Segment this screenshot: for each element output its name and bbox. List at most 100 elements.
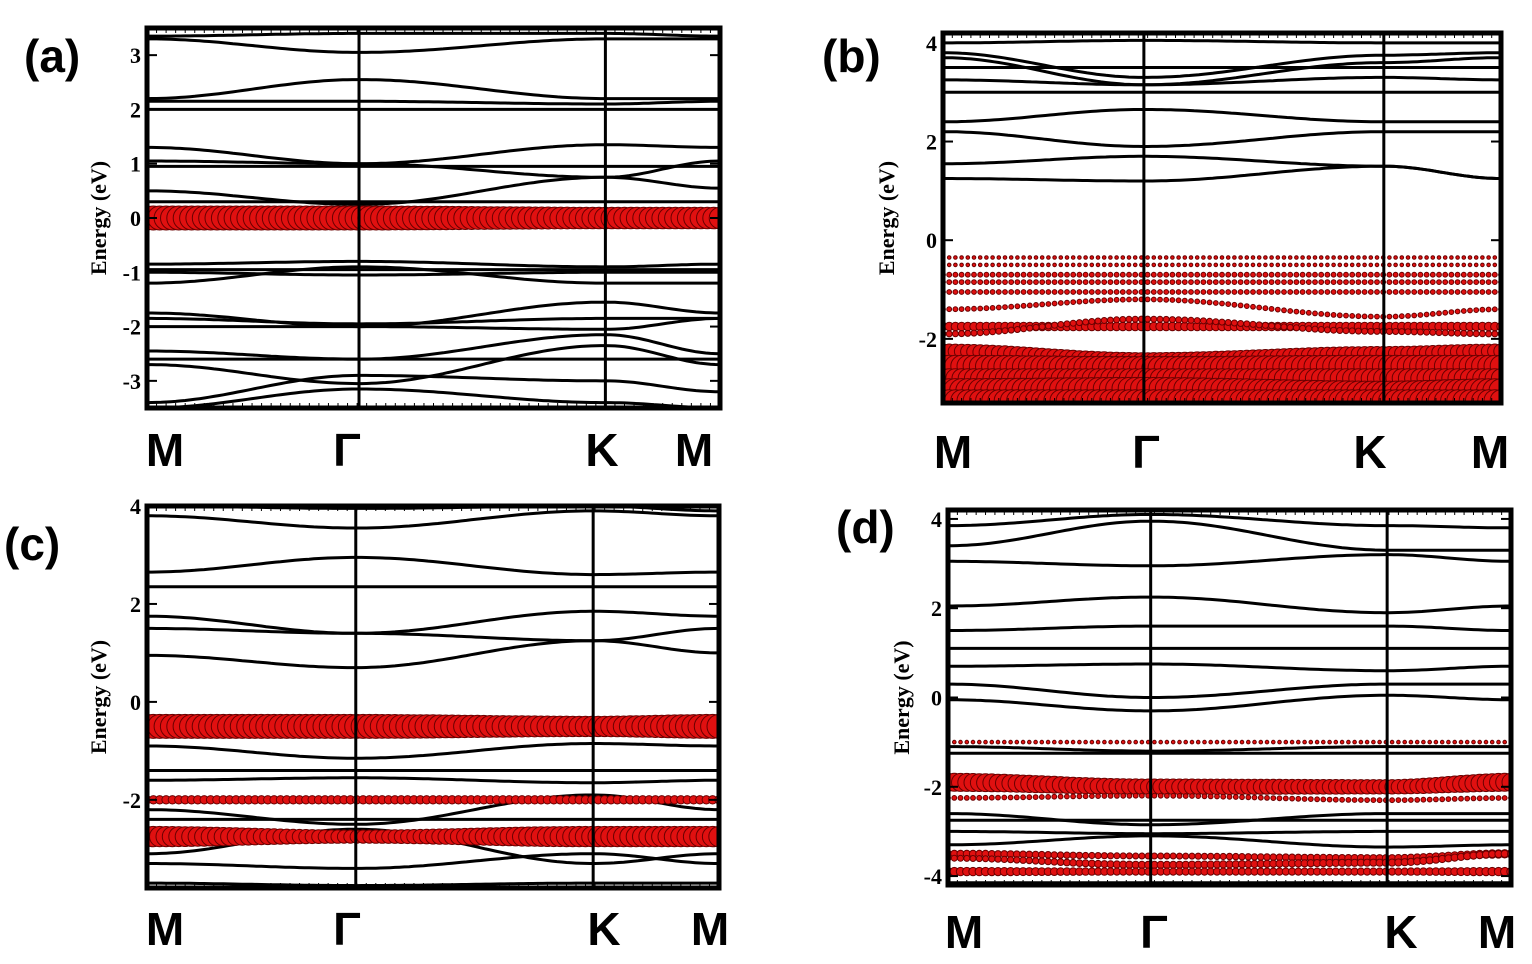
- k-point-label: Γ: [333, 903, 361, 955]
- weight-marker: [1467, 262, 1473, 268]
- weight-marker: [1101, 271, 1108, 278]
- weight-marker: [1231, 271, 1238, 278]
- weight-marker: [1308, 739, 1314, 745]
- weight-marker: [977, 255, 983, 260]
- k-point-label: Γ: [1132, 426, 1160, 478]
- weight-marker: [1225, 279, 1232, 286]
- y-tick-label: -2: [924, 775, 942, 800]
- weight-marker: [1025, 856, 1034, 865]
- weight-marker: [1064, 793, 1070, 800]
- weight-marker: [952, 271, 959, 278]
- weight-marker: [1132, 852, 1140, 860]
- y-tick-label: 2: [926, 130, 937, 155]
- weight-marker: [1076, 298, 1083, 305]
- weight-marker: [1052, 739, 1057, 745]
- weight-marker: [1032, 323, 1040, 331]
- weight-marker: [1175, 297, 1182, 304]
- weight-marker: [1261, 321, 1269, 329]
- weight-marker: [1405, 271, 1411, 278]
- weight-marker: [1405, 279, 1411, 286]
- weight-marker: [1277, 739, 1282, 745]
- weight-marker: [1144, 271, 1151, 278]
- weight-marker: [1262, 289, 1269, 295]
- weight-marker: [1201, 793, 1208, 800]
- weight-marker: [1162, 315, 1170, 323]
- band-line: [943, 130, 1501, 148]
- band-panel: -2 0 2 4 Energy (eV) (b) M Γ K M: [822, 30, 1509, 478]
- weight-marker: [1467, 307, 1473, 314]
- band-panel: -4 -2 0 2 4 Energy (eV) (d) M Γ K M: [836, 501, 1516, 958]
- weight-marker: [1483, 739, 1489, 745]
- weight-marker: [1163, 255, 1169, 260]
- weighted-band: [943, 315, 1501, 338]
- weight-marker: [971, 262, 977, 268]
- band-line: [147, 259, 720, 269]
- weighted-band: [948, 792, 1511, 804]
- weight-marker: [1392, 313, 1399, 320]
- weight-marker: [1305, 289, 1312, 295]
- weight-marker: [1287, 271, 1294, 278]
- weight-marker: [1083, 255, 1088, 260]
- weight-marker: [1307, 796, 1314, 802]
- weight-marker: [1467, 271, 1473, 278]
- weight-marker: [1367, 313, 1374, 320]
- weight-marker: [1327, 739, 1332, 745]
- weight-marker: [1200, 852, 1209, 860]
- weight-marker: [1337, 262, 1343, 268]
- weight-marker: [1269, 853, 1278, 862]
- weight-marker: [1052, 255, 1057, 260]
- weight-marker: [1045, 739, 1051, 745]
- weight-marker: [1289, 795, 1295, 802]
- weight-marker: [1187, 316, 1195, 324]
- weight-marker: [1202, 739, 1207, 745]
- weight-marker: [1038, 794, 1045, 800]
- weight-marker: [982, 855, 989, 863]
- weight-marker: [1257, 853, 1265, 861]
- weight-marker: [1237, 289, 1244, 295]
- band-line: [147, 509, 719, 530]
- weight-marker: [977, 305, 984, 312]
- weight-marker: [1057, 321, 1065, 328]
- weight-marker: [1249, 320, 1257, 328]
- weight-marker: [1014, 271, 1021, 278]
- weight-marker: [1031, 850, 1040, 859]
- plot-area: [147, 506, 719, 888]
- weight-marker: [1088, 851, 1096, 860]
- weight-marker: [1225, 852, 1234, 861]
- weight-marker: [1492, 262, 1498, 268]
- weight-marker: [1069, 858, 1077, 867]
- weight-marker: [995, 289, 1002, 295]
- weight-marker: [946, 262, 952, 268]
- weight-marker: [1305, 309, 1312, 316]
- weight-marker: [983, 289, 990, 295]
- weight-marker: [1442, 271, 1449, 278]
- weight-marker: [1063, 320, 1071, 328]
- weight-marker: [1033, 262, 1039, 268]
- weight-marker: [1163, 852, 1171, 860]
- band-line: [147, 270, 720, 277]
- weighted-band: [948, 849, 1511, 870]
- weight-marker: [1064, 255, 1070, 260]
- weight-marker: [1318, 262, 1324, 268]
- weight-marker: [1237, 302, 1244, 309]
- weight-marker: [1076, 279, 1083, 286]
- weight-marker: [1107, 289, 1114, 295]
- weight-marker: [1287, 255, 1293, 260]
- weight-marker: [1188, 271, 1194, 278]
- weight-marker: [1318, 255, 1324, 260]
- weight-marker: [1435, 329, 1443, 337]
- y-axis-title: Energy (eV): [86, 161, 111, 275]
- weight-marker: [1314, 739, 1320, 745]
- weight-marker: [946, 271, 953, 278]
- weight-marker: [1299, 309, 1306, 316]
- weight-marker: [1195, 793, 1202, 799]
- weight-marker: [1107, 271, 1114, 278]
- weight-marker: [1356, 255, 1361, 260]
- weight-marker: [1479, 279, 1486, 286]
- weight-marker: [1150, 271, 1157, 278]
- weight-marker: [1070, 289, 1077, 295]
- weight-marker: [1349, 271, 1356, 278]
- weight-marker: [1281, 279, 1287, 286]
- weight-marker: [1082, 298, 1089, 305]
- weight-marker: [1015, 255, 1020, 260]
